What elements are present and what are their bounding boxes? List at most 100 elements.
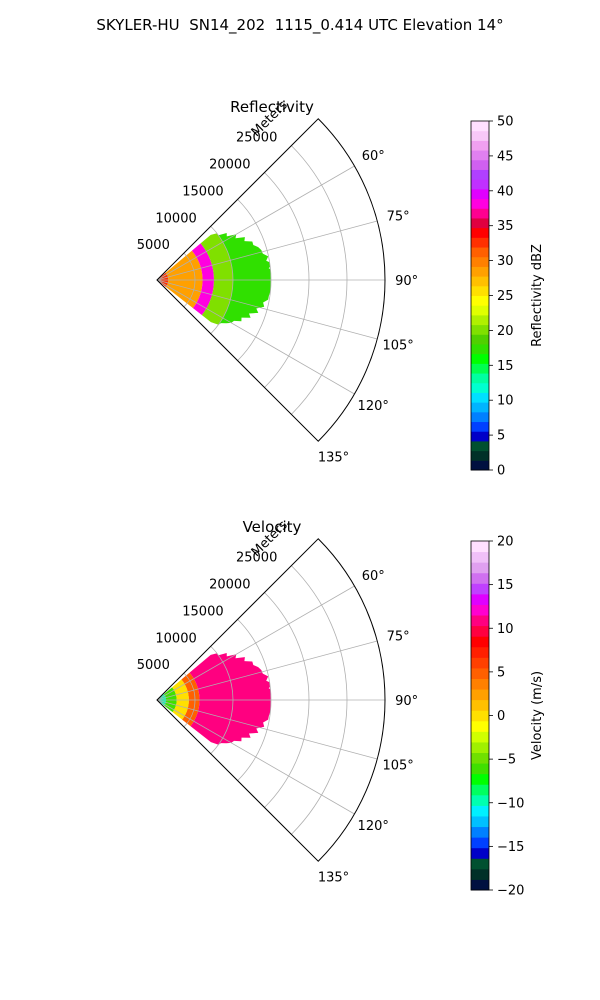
colorbar-segment [471, 826, 489, 838]
colorbar-segment [471, 402, 489, 413]
angle-tick-label: 120° [358, 819, 389, 834]
colorbar-segment [471, 140, 489, 151]
colorbar-segment [471, 188, 489, 200]
angle-tick-label: 75° [387, 209, 410, 224]
angle-tick-label: 75° [387, 629, 410, 644]
colorbar-segment [471, 411, 489, 423]
colorbar-segment [471, 276, 489, 287]
colorbar-tick-label: 15 [497, 359, 514, 374]
colorbar-segment [471, 208, 489, 219]
angle-tick-label: 105° [382, 339, 413, 354]
colorbar-segment [471, 247, 489, 258]
colorbar-segment [471, 421, 489, 432]
colorbar-segment [471, 334, 489, 345]
colorbar-segment [471, 805, 489, 817]
colorbar-segment [471, 583, 489, 595]
colorbar-tick-label: 5 [497, 665, 505, 680]
colorbar-segment [471, 868, 489, 880]
colorbar-segment [471, 794, 489, 806]
colorbar-segment [471, 720, 489, 732]
colorbar-segment [471, 562, 489, 574]
colorbar-segment [471, 324, 489, 335]
radial-tick-label: 25000 [236, 131, 277, 146]
colorbar-segment [471, 392, 489, 403]
angle-tick-label: 120° [358, 399, 389, 414]
grid-spoke [156, 220, 378, 281]
colorbar-segment [471, 266, 489, 277]
angle-tick-label: 135° [318, 871, 349, 886]
colorbar-segment [471, 295, 489, 306]
colorbar: 0 5 10 15 20 25 30 35 40 45 50 Reflectivity dBZ [470, 115, 545, 479]
colorbar-segment [471, 130, 489, 141]
colorbar-segment [471, 689, 489, 701]
colorbar-segment [471, 678, 489, 690]
grid-spoke [156, 699, 355, 815]
sector-frame [156, 118, 386, 442]
colorbar-segment [471, 784, 489, 796]
angle-tick-label: 90° [395, 694, 418, 709]
colorbar-tick-label: −5 [497, 753, 516, 768]
colorbar-tick-label: 10 [497, 622, 514, 637]
colorbar-tick-label: 15 [497, 578, 514, 593]
colorbar-tick-label: 45 [497, 149, 514, 164]
radial-tick-label: 20000 [209, 158, 250, 173]
radial-tick-label: 10000 [155, 211, 196, 226]
angle-tick-label: 60° [362, 569, 385, 584]
radial-tick-label: 15000 [182, 604, 223, 619]
angle-tick-label: 60° [362, 149, 385, 164]
colorbar-segment [471, 353, 489, 364]
colorbar-segment [471, 731, 489, 743]
colorbar-segment [471, 237, 489, 248]
figure-title: SKYLER-HU SN14_202 1115_0.414 UTC Elevat… [96, 16, 504, 34]
colorbar-segment [471, 150, 489, 161]
radial-tick-label: 5000 [137, 238, 170, 253]
colorbar-segment [471, 217, 489, 229]
colorbar: −20 −15 −10 −5 0 5 10 15 20 Velocity (m/s) [470, 535, 545, 899]
colorbar-segment [471, 363, 489, 374]
colorbar-segment [471, 593, 489, 605]
colorbar-tick-label: 10 [497, 394, 514, 409]
colorbar-segment [471, 551, 489, 563]
colorbar-segment [471, 858, 489, 870]
colorbar-segment [471, 305, 489, 316]
colorbar-segment [471, 699, 489, 711]
colorbar-tick-label: 20 [497, 535, 514, 550]
colorbar-tick-label: 20 [497, 324, 514, 339]
colorbar-segment [471, 373, 489, 384]
colorbar-segment [471, 572, 489, 584]
colorbar-segment [471, 604, 489, 616]
colorbar-segment [471, 837, 489, 849]
colorbar-tick-label: 0 [497, 464, 505, 479]
angle-tick-label: 135° [318, 451, 349, 466]
colorbar-segment [471, 636, 489, 648]
colorbar-segment [471, 763, 489, 775]
colorbar-segment [471, 657, 489, 669]
grid-spoke [156, 279, 355, 395]
colorbar-segment [471, 615, 489, 627]
colorbar-segment [471, 541, 489, 553]
radial-tick-label: 20000 [209, 578, 250, 593]
panel-title: Velocity [243, 518, 302, 536]
colorbar-tick-label: 50 [497, 115, 514, 130]
colorbar-segment [471, 159, 489, 170]
colorbar-tick-label: 35 [497, 219, 514, 234]
colorbar-segment [471, 646, 489, 658]
colorbar-tick-label: 40 [497, 184, 514, 199]
colorbar-segment [471, 179, 489, 190]
angle-tick-label: 90° [395, 274, 418, 289]
colorbar-segment [471, 121, 489, 132]
colorbar-segment [471, 285, 489, 296]
colorbar-label: Reflectivity dBZ [530, 244, 545, 347]
colorbar-tick-label: −10 [497, 796, 524, 811]
colorbar-segment [471, 169, 489, 180]
radial-tick-label: 10000 [155, 631, 196, 646]
radar-panel-reflectivity: 500010000150002000025000Meters60°75°90°1… [137, 98, 545, 479]
colorbar-segment [471, 227, 489, 238]
colorbar-segment [471, 460, 489, 471]
colorbar-segment [471, 256, 489, 267]
colorbar-segment [471, 450, 489, 461]
colorbar-segment [471, 440, 489, 452]
colorbar-segment [471, 343, 489, 355]
polar-grid [156, 565, 385, 862]
